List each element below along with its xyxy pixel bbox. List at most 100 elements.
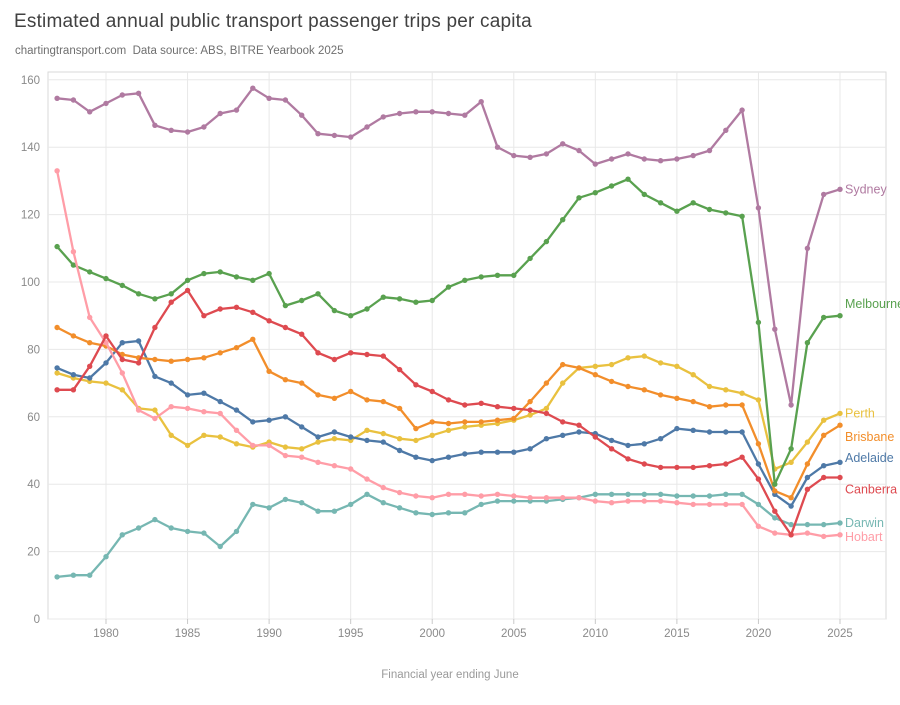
- data-point: [315, 508, 321, 514]
- data-point: [250, 309, 256, 315]
- data-point: [266, 442, 272, 449]
- data-point: [543, 436, 550, 442]
- data-point: [560, 141, 566, 147]
- data-point: [543, 151, 550, 157]
- data-point: [625, 151, 631, 157]
- data-point: [152, 373, 158, 380]
- data-point: [348, 434, 354, 440]
- data-point: [657, 464, 664, 471]
- data-point: [429, 432, 435, 438]
- series-label-melbourne: Melbourne: [845, 297, 900, 311]
- data-point: [233, 427, 240, 433]
- data-point: [135, 525, 142, 531]
- data-point: [217, 410, 223, 417]
- data-point: [54, 243, 60, 250]
- data-point: [821, 314, 827, 321]
- data-point: [576, 147, 582, 154]
- data-point: [119, 532, 126, 538]
- data-point: [657, 200, 664, 206]
- data-point: [380, 398, 386, 405]
- data-point: [592, 372, 598, 378]
- data-point: [201, 313, 207, 319]
- data-point: [837, 422, 843, 428]
- series-label-canberra: Canberra: [845, 482, 897, 496]
- data-point: [119, 282, 126, 289]
- data-point: [527, 495, 533, 501]
- data-point: [527, 255, 533, 262]
- data-point: [233, 528, 240, 535]
- data-point: [413, 437, 419, 444]
- data-point: [445, 491, 452, 497]
- x-tick-label: 2015: [664, 628, 690, 640]
- data-point: [266, 505, 272, 511]
- data-point: [592, 498, 598, 504]
- data-point: [723, 501, 729, 508]
- data-point: [429, 511, 435, 518]
- data-point: [217, 543, 223, 550]
- data-point: [560, 495, 566, 501]
- data-point: [364, 397, 370, 403]
- data-point: [201, 124, 207, 130]
- data-point: [184, 129, 191, 135]
- data-point: [494, 449, 501, 455]
- data-point: [396, 505, 403, 511]
- data-point: [543, 495, 550, 501]
- data-point: [299, 297, 305, 304]
- data-point: [168, 432, 174, 438]
- data-point: [739, 402, 745, 408]
- data-point: [119, 356, 126, 363]
- data-point: [837, 459, 843, 465]
- axis-labels: 0 20 40 60 80 100 120 140 160 1980 1985 1990 1995 200…: [21, 75, 853, 681]
- data-point: [641, 387, 647, 393]
- data-point: [184, 528, 191, 535]
- series-label-darwin: Darwin: [845, 516, 884, 530]
- data-point: [396, 405, 403, 412]
- y-tick-label: 100: [21, 277, 40, 289]
- data-point: [168, 299, 174, 305]
- data-point: [87, 314, 93, 321]
- data-point: [821, 432, 827, 438]
- data-point: [478, 274, 484, 280]
- data-point: [625, 456, 631, 462]
- data-point: [152, 407, 158, 413]
- data-point: [576, 195, 582, 201]
- data-point: [674, 425, 680, 432]
- data-point: [135, 360, 142, 366]
- data-point: [348, 313, 354, 319]
- data-point: [462, 451, 468, 457]
- data-point: [462, 491, 468, 497]
- data-point: [184, 287, 191, 294]
- x-axis-title: Financial year ending June: [381, 669, 518, 681]
- data-point: [462, 424, 468, 430]
- data-point: [184, 356, 191, 363]
- data-point: [608, 183, 615, 189]
- data-point: [625, 442, 631, 449]
- data-point: [674, 156, 680, 162]
- data-point: [413, 425, 419, 432]
- data-point: [772, 326, 778, 332]
- data-point: [543, 405, 550, 412]
- data-point: [690, 398, 696, 405]
- data-point: [315, 434, 321, 440]
- data-point: [494, 404, 501, 410]
- data-point: [184, 277, 191, 283]
- data-point: [511, 152, 517, 159]
- data-point: [723, 127, 729, 133]
- data-point: [315, 439, 321, 445]
- data-point: [723, 402, 729, 408]
- y-tick-label: 160: [21, 75, 40, 87]
- data-point: [103, 554, 109, 560]
- data-point: [70, 387, 77, 393]
- data-point: [250, 419, 256, 425]
- data-point: [592, 190, 598, 196]
- data-point: [168, 127, 174, 133]
- data-point: [560, 432, 566, 438]
- data-point: [608, 446, 615, 452]
- data-point: [657, 360, 664, 366]
- data-point: [380, 353, 386, 359]
- data-point: [135, 291, 142, 297]
- data-point: [804, 521, 811, 528]
- data-point: [608, 361, 615, 368]
- data-point: [250, 501, 256, 508]
- data-point: [755, 441, 762, 447]
